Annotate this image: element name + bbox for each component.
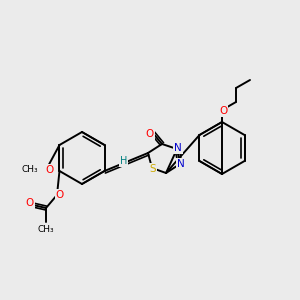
- Text: O: O: [26, 198, 34, 208]
- Text: O: O: [146, 129, 154, 139]
- Text: CH₃: CH₃: [21, 166, 38, 175]
- Text: S: S: [150, 164, 156, 174]
- Text: O: O: [56, 190, 64, 200]
- Text: N: N: [174, 143, 182, 153]
- Text: CH₃: CH₃: [38, 224, 54, 233]
- Text: N: N: [177, 159, 185, 169]
- Text: O: O: [219, 106, 227, 116]
- Text: O: O: [45, 165, 53, 175]
- Text: H: H: [120, 156, 127, 166]
